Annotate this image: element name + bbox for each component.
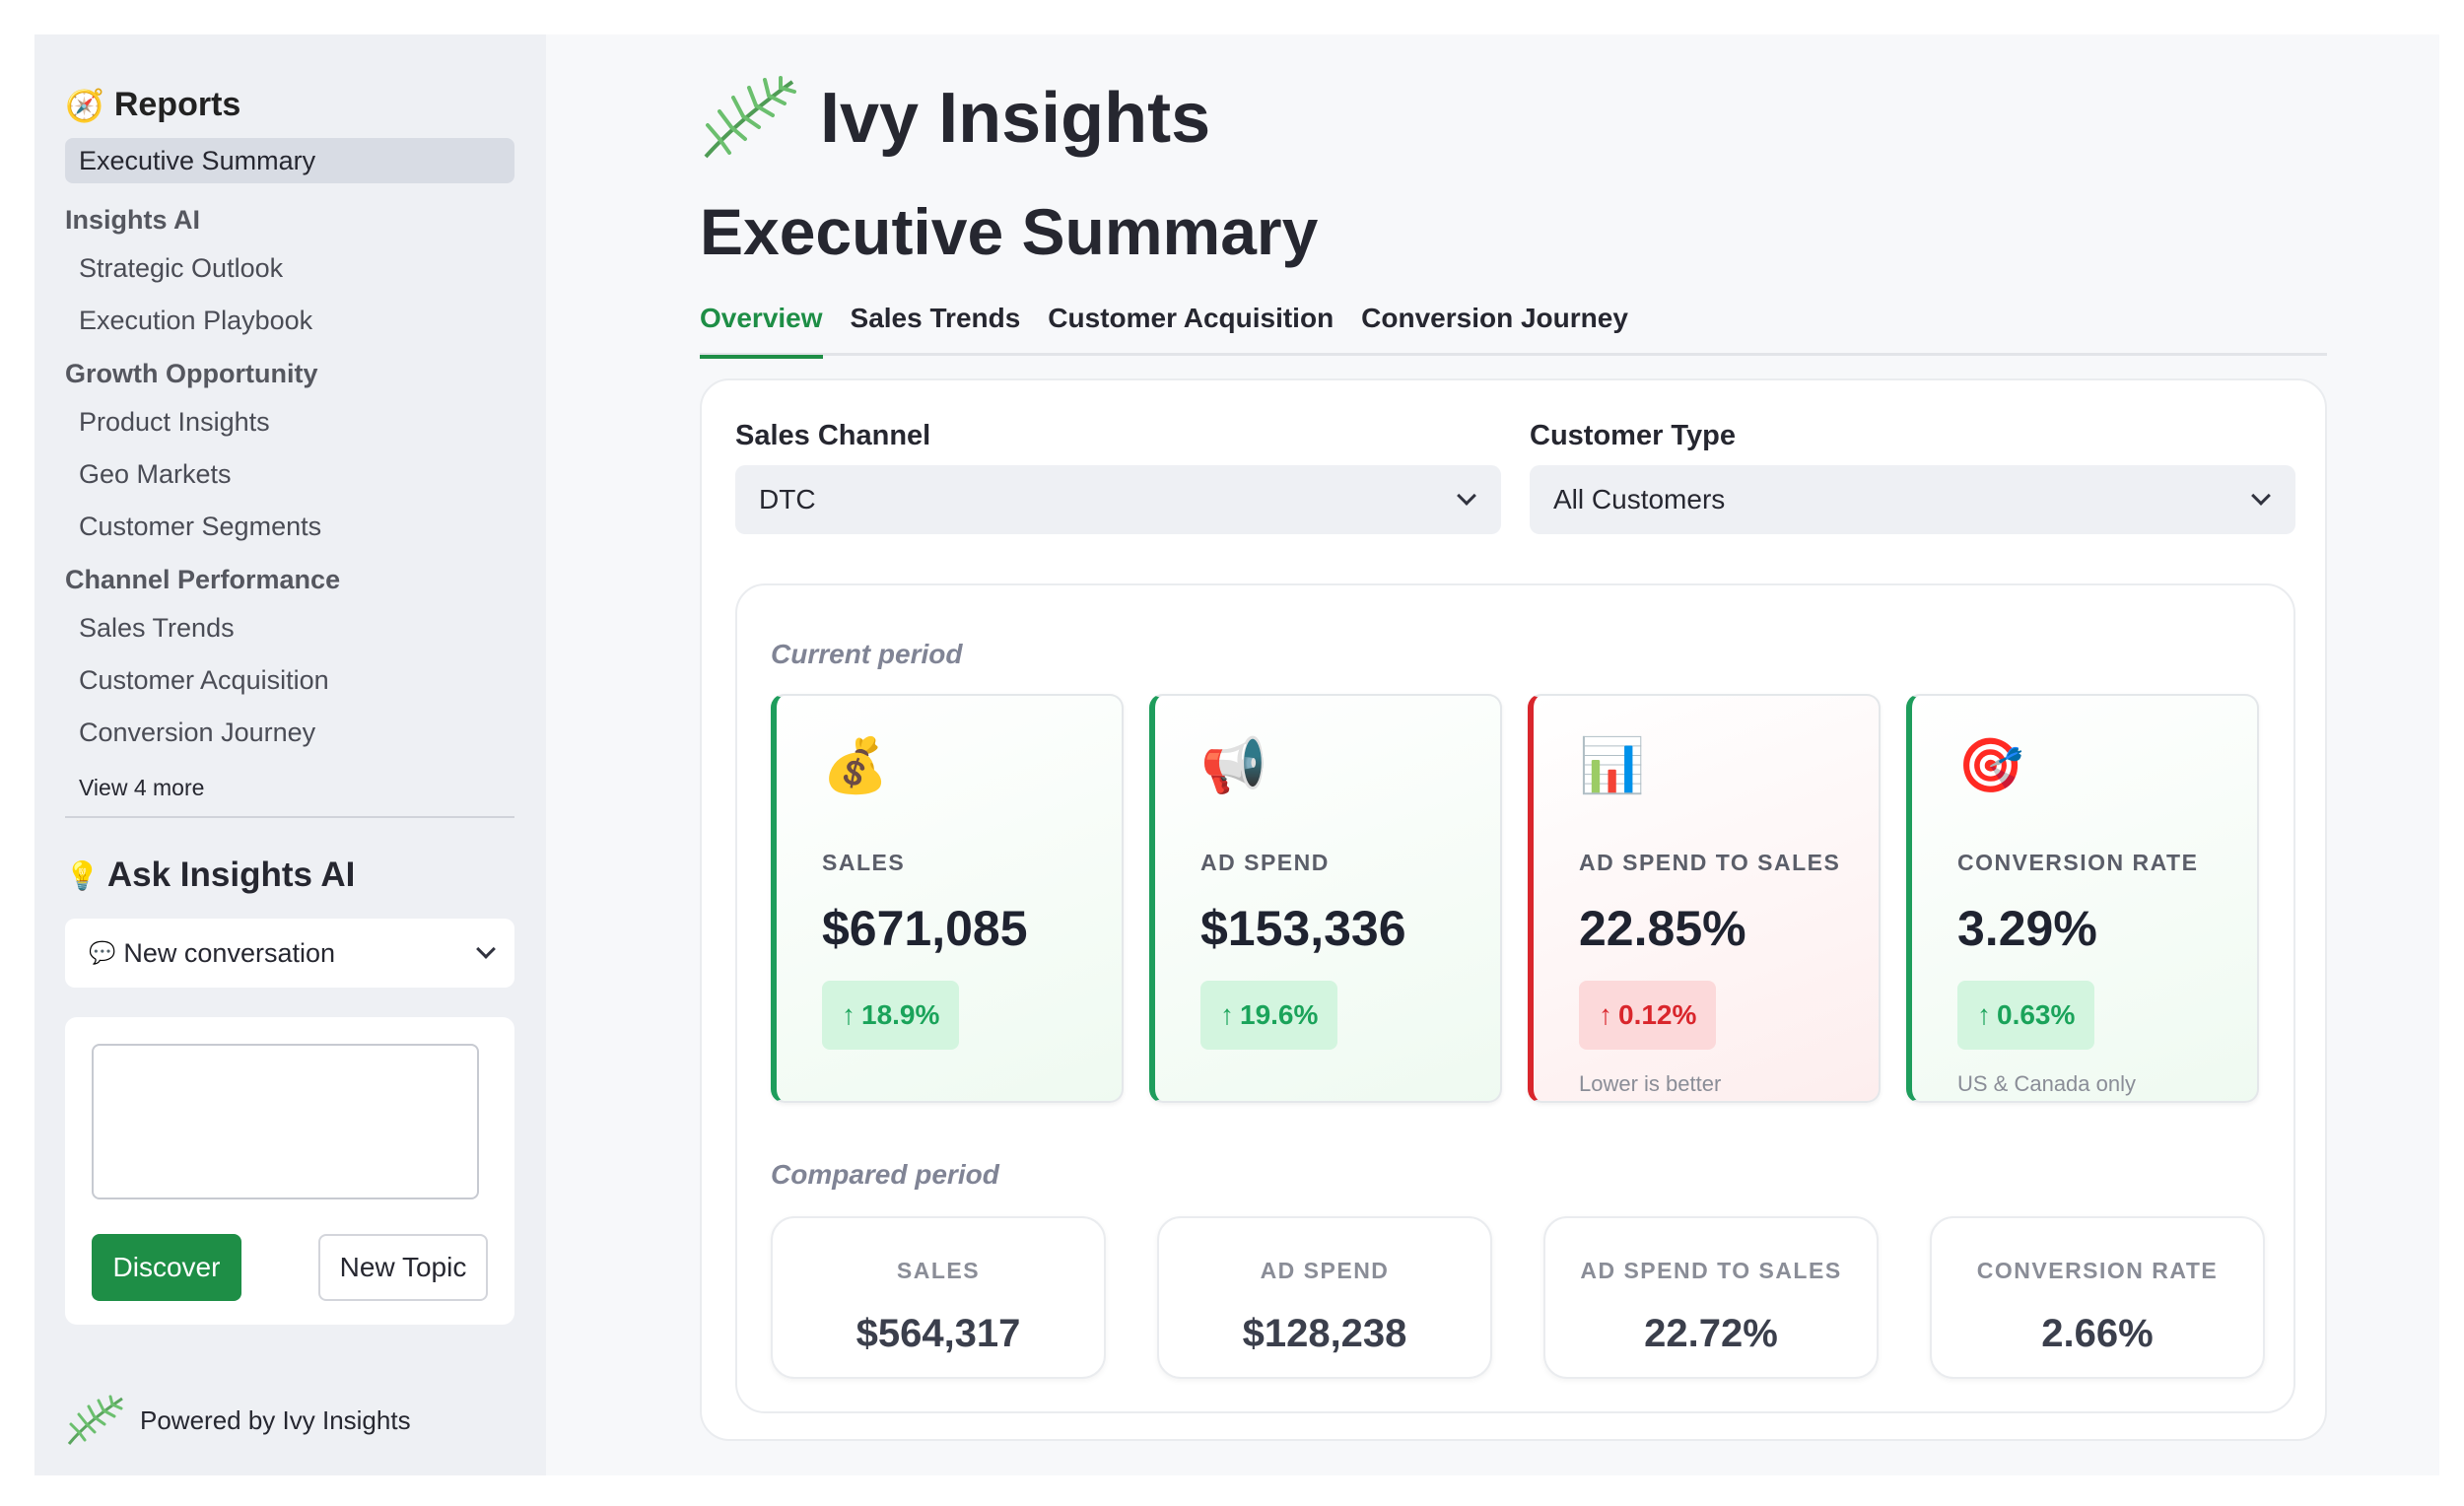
chevron-down-icon xyxy=(2251,486,2271,506)
metrics-card: Current period 💰 SALES $671,085 ↑ 18.9% … xyxy=(735,583,2295,1413)
sidebar-item-geo-markets[interactable]: Geo Markets xyxy=(79,459,232,489)
sidebar-item-customer-segments[interactable]: Customer Segments xyxy=(79,512,322,541)
kpi-delta-value: 0.12% xyxy=(1618,999,1697,1030)
reports-heading: 🧭 Reports xyxy=(65,86,514,124)
compare-card-ad-spend: AD SPEND $128,238 xyxy=(1157,1216,1492,1379)
target-icon: 🎯 xyxy=(1957,736,2024,795)
kpi-delta-badge: ↑ 19.6% xyxy=(1200,981,1338,1050)
discover-button[interactable]: Discover xyxy=(92,1234,241,1301)
compare-card-ad-spend-to-sales: AD SPEND TO SALES 22.72% xyxy=(1543,1216,1879,1379)
compare-label: CONVERSION RATE xyxy=(1976,1258,2219,1283)
chat-input[interactable] xyxy=(92,1044,479,1199)
kpi-card-ad-spend-to-sales: 📊 AD SPEND TO SALES 22.85% ↑ 0.12% Lower… xyxy=(1528,694,1881,1103)
kpi-delta-badge: ↑ 0.63% xyxy=(1957,981,2095,1050)
compare-card-sales: SALES $564,317 xyxy=(771,1216,1106,1379)
tab-customer-acquisition[interactable]: Customer Acquisition xyxy=(1048,303,1335,333)
powered-by-text: Powered by Ivy Insights xyxy=(140,1404,411,1435)
compare-label: SALES xyxy=(896,1258,981,1283)
sidebar-item-executive-summary[interactable]: Executive Summary xyxy=(65,138,514,183)
kpi-delta-badge: ↑ 18.9% xyxy=(822,981,960,1050)
compare-value: 22.72% xyxy=(1644,1312,1778,1355)
kpi-note: Lower is better xyxy=(1579,1071,1722,1096)
kpi-card-conversion-rate: 🎯 CONVERSION RATE 3.29% ↑ 0.63% US & Can… xyxy=(1906,694,2259,1103)
tab-bar: Overview Sales Trends Customer Acquisiti… xyxy=(700,301,2327,359)
app-frame: 🧭 Reports Executive Summary Insights AI … xyxy=(34,34,2439,1475)
kpi-delta-value: 19.6% xyxy=(1240,999,1319,1030)
kpi-label: AD SPEND xyxy=(1200,850,1330,875)
bar-chart-icon: 📊 xyxy=(1579,736,1646,795)
sidebar-item-sales-trends[interactable]: Sales Trends xyxy=(79,613,235,643)
tab-conversion-journey[interactable]: Conversion Journey xyxy=(1361,303,1628,333)
leaf-logo-icon xyxy=(67,1395,123,1445)
current-period-label: Current period xyxy=(771,639,963,669)
kpi-value: 3.29% xyxy=(1957,901,2097,956)
overview-panel: Sales Channel DTC Customer Type All Cust… xyxy=(700,378,2327,1441)
sidebar-divider xyxy=(65,816,514,818)
kpi-note: US & Canada only xyxy=(1957,1071,2136,1096)
tab-sales-trends[interactable]: Sales Trends xyxy=(850,303,1021,333)
sidebar-item-customer-acquisition[interactable]: Customer Acquisition xyxy=(79,665,329,695)
chat-form: Discover New Topic xyxy=(65,1017,514,1325)
conversation-select-value: New conversation xyxy=(123,937,336,968)
sales-channel-value: DTC xyxy=(759,484,816,514)
arrow-up-icon: ↑ xyxy=(1599,999,1612,1030)
compare-label: AD SPEND TO SALES xyxy=(1580,1258,1842,1283)
megaphone-icon: 📢 xyxy=(1200,736,1267,795)
kpi-value: $671,085 xyxy=(822,901,1028,956)
customer-type-label: Customer Type xyxy=(1530,420,1736,451)
sales-channel-label: Sales Channel xyxy=(735,420,931,451)
sidebar-group-insights-ai: Insights AI xyxy=(65,204,201,235)
money-bag-icon: 💰 xyxy=(822,736,889,795)
sales-channel-select[interactable]: DTC xyxy=(735,465,1501,534)
new-topic-button[interactable]: New Topic xyxy=(318,1234,488,1301)
sidebar-item-product-insights[interactable]: Product Insights xyxy=(79,407,270,437)
customer-type-select[interactable]: All Customers xyxy=(1530,465,2295,534)
brand-header: Ivy Insights xyxy=(700,76,1210,161)
ask-heading: 💡 Ask Insights AI xyxy=(65,856,514,895)
customer-type-value: All Customers xyxy=(1553,484,1726,514)
compare-value: 2.66% xyxy=(2041,1312,2154,1355)
compass-icon: 🧭 xyxy=(65,87,104,123)
arrow-up-icon: ↑ xyxy=(1220,999,1234,1030)
arrow-up-icon: ↑ xyxy=(842,999,856,1030)
compared-period-label: Compared period xyxy=(771,1159,999,1190)
kpi-delta-badge: ↑ 0.12% xyxy=(1579,981,1717,1050)
conversation-select[interactable]: 💬 New conversation xyxy=(65,919,514,988)
kpi-label: CONVERSION RATE xyxy=(1957,850,2199,875)
sidebar-item-conversion-journey[interactable]: Conversion Journey xyxy=(79,718,316,747)
main-content: Ivy Insights Executive Summary Overview … xyxy=(546,34,2439,1475)
compare-value: $128,238 xyxy=(1242,1312,1407,1355)
powered-by: Powered by Ivy Insights xyxy=(65,1395,411,1446)
compare-card-conversion-rate: CONVERSION RATE 2.66% xyxy=(1930,1216,2265,1379)
compare-label: AD SPEND xyxy=(1260,1258,1390,1283)
ask-title: Ask Insights AI xyxy=(106,856,356,894)
brand-name: Ivy Insights xyxy=(820,79,1211,158)
kpi-value: 22.85% xyxy=(1579,901,1746,956)
leaf-logo-icon xyxy=(704,76,796,159)
arrow-up-icon: ↑ xyxy=(1977,999,1991,1030)
sidebar-group-growth-opportunity: Growth Opportunity xyxy=(65,358,318,388)
speech-bubble-icon: 💬 xyxy=(89,940,116,965)
kpi-delta-value: 18.9% xyxy=(861,999,940,1030)
sidebar-item-strategic-outlook[interactable]: Strategic Outlook xyxy=(79,253,284,283)
sidebar-item-execution-playbook[interactable]: Execution Playbook xyxy=(79,306,313,335)
kpi-label: AD SPEND TO SALES xyxy=(1579,850,1841,875)
kpi-value: $153,336 xyxy=(1200,901,1406,956)
page-title: Executive Summary xyxy=(700,195,1319,268)
kpi-label: SALES xyxy=(822,850,906,875)
chevron-down-icon xyxy=(1457,486,1476,506)
kpi-card-sales: 💰 SALES $671,085 ↑ 18.9% xyxy=(771,694,1124,1103)
kpi-card-ad-spend: 📢 AD SPEND $153,336 ↑ 19.6% xyxy=(1149,694,1502,1103)
chevron-down-icon xyxy=(476,939,496,959)
reports-title: Reports xyxy=(113,86,241,123)
kpi-delta-value: 0.63% xyxy=(1997,999,2076,1030)
sidebar: 🧭 Reports Executive Summary Insights AI … xyxy=(34,34,546,1475)
sidebar-group-channel-performance: Channel Performance xyxy=(65,564,341,594)
compare-value: $564,317 xyxy=(856,1312,1021,1355)
tab-overview[interactable]: Overview xyxy=(700,301,823,359)
view-more-link[interactable]: View 4 more xyxy=(79,774,205,800)
sidebar-item-label: Executive Summary xyxy=(79,145,316,175)
lightbulb-icon: 💡 xyxy=(65,859,100,891)
